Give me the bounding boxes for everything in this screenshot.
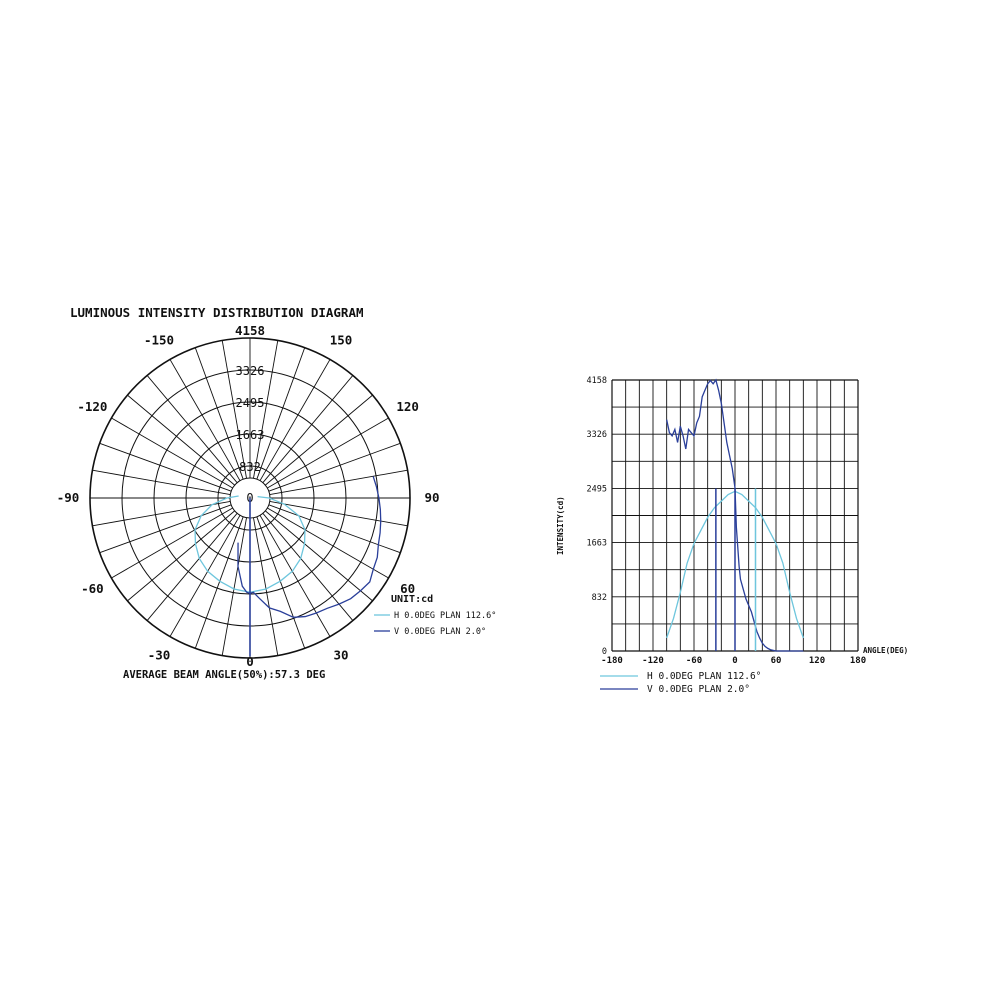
- polar-spoke: [267, 507, 389, 579]
- cartesian-x-tick: -180: [601, 656, 623, 666]
- cartesian-x-tick: 120: [809, 656, 825, 666]
- polar-spoke: [146, 375, 238, 483]
- polar-angle-label: 4158: [235, 323, 265, 338]
- polar-spoke: [269, 501, 408, 527]
- polar-angle-label: 60: [400, 581, 415, 596]
- polar-spoke: [146, 513, 238, 621]
- cartesian-x-tick: 180: [850, 656, 866, 666]
- polar-spoke: [92, 469, 231, 495]
- cartesian-y-tick: 832: [592, 593, 607, 603]
- polar-spoke: [111, 507, 233, 579]
- polar-series: [194, 476, 382, 657]
- polar-spoke: [169, 359, 241, 481]
- cartesian-y-axis-label: INTENSITY(cd): [556, 496, 565, 555]
- polar-angle-label: -120: [77, 399, 107, 414]
- cartesian-series: [666, 378, 804, 652]
- polar-radial-tick: 3326: [236, 364, 265, 378]
- polar-spoke: [253, 517, 279, 656]
- polar-spoke: [92, 501, 231, 527]
- polar-angle-label: -150: [144, 332, 174, 347]
- cartesian-y-tick: 0: [602, 647, 607, 657]
- polar-spoke: [99, 442, 232, 492]
- polar-spoke: [265, 510, 373, 602]
- polar-spoke: [169, 515, 241, 637]
- polar-angle-label: 0: [246, 654, 254, 669]
- cartesian-x-tick-labels: -180 -120 -60 0 60 120 180: [601, 656, 866, 666]
- polar-spoke: [194, 516, 244, 649]
- polar-angle-labels: 0 30 60 90 120 150 4158 -150 -120 -90 -60 -30: [57, 323, 440, 669]
- polar-radial-tick: 832: [239, 460, 261, 474]
- polar-angle-label: 30: [333, 648, 348, 663]
- cartesian-y-tick: 4158: [587, 376, 607, 386]
- polar-spoke: [265, 394, 373, 486]
- polar-spoke: [127, 394, 235, 486]
- polar-spoke: [99, 504, 232, 554]
- cartesian-x-axis-label: ANGLE(DEG): [863, 646, 908, 655]
- polar-spoke: [259, 359, 331, 481]
- cartesian-x-tick: 0: [732, 656, 737, 666]
- polar-radial-tick: 2495: [236, 396, 265, 410]
- polar-legend: H 0.0DEG PLAN 112.6° V 0.0DEG PLAN 2.0°: [374, 611, 496, 637]
- cartesian-series-v: [666, 378, 804, 652]
- polar-spoke: [259, 515, 331, 637]
- polar-spoke: [194, 347, 244, 480]
- polar-angle-label: -30: [148, 648, 171, 663]
- polar-spoke: [262, 513, 354, 621]
- cartesian-y-tick: 2495: [587, 484, 607, 494]
- polar-title: LUMINOUS INTENSITY DISTRIBUTION DIAGRAM: [70, 305, 364, 320]
- polar-spoke: [268, 442, 401, 492]
- polar-angle-label: 120: [396, 399, 419, 414]
- polar-spoke: [262, 375, 354, 483]
- polar-legend-label-v: V 0.0DEG PLAN 2.0°: [394, 627, 486, 637]
- polar-spoke: [253, 340, 279, 479]
- polar-spoke: [269, 469, 408, 495]
- polar-spoke: [111, 417, 233, 489]
- polar-spoke: [267, 417, 389, 489]
- polar-angle-label: 150: [330, 332, 353, 347]
- cartesian-y-tick-labels: 0 832 1663 2495 3326 4158: [587, 376, 607, 657]
- cartesian-x-tick: -120: [642, 656, 664, 666]
- polar-legend-label-h: H 0.0DEG PLAN 112.6°: [394, 611, 496, 621]
- polar-spoke: [221, 340, 247, 479]
- cartesian-grid: [611, 379, 859, 652]
- cartesian-x-tick: 60: [771, 656, 782, 666]
- cartesian-x-tick: -60: [686, 656, 702, 666]
- polar-angle-label: 90: [424, 490, 439, 505]
- polar-radial-tick: 1663: [236, 428, 265, 442]
- cartesian-y-tick: 1663: [587, 539, 607, 549]
- polar-angle-label: -90: [57, 490, 80, 505]
- cartesian-legend-label-v: V 0.0DEG PLAN 2.0°: [647, 684, 750, 695]
- polar-angle-label: -60: [81, 581, 104, 596]
- cartesian-y-tick: 3326: [587, 430, 607, 440]
- polar-beam-angle-footer: AVERAGE BEAM ANGLE(50%):57.3 DEG: [123, 669, 325, 681]
- cartesian-legend-label-h: H 0.0DEG PLAN 112.6°: [647, 671, 761, 682]
- polar-spoke: [221, 517, 247, 656]
- polar-spoke: [256, 347, 306, 480]
- cartesian-legend: H 0.0DEG PLAN 112.6° V 0.0DEG PLAN 2.0°: [600, 671, 761, 695]
- polar-spoke: [127, 510, 235, 602]
- polar-unit-label: UNIT:cd: [391, 594, 433, 605]
- polar-spoke: [256, 516, 306, 649]
